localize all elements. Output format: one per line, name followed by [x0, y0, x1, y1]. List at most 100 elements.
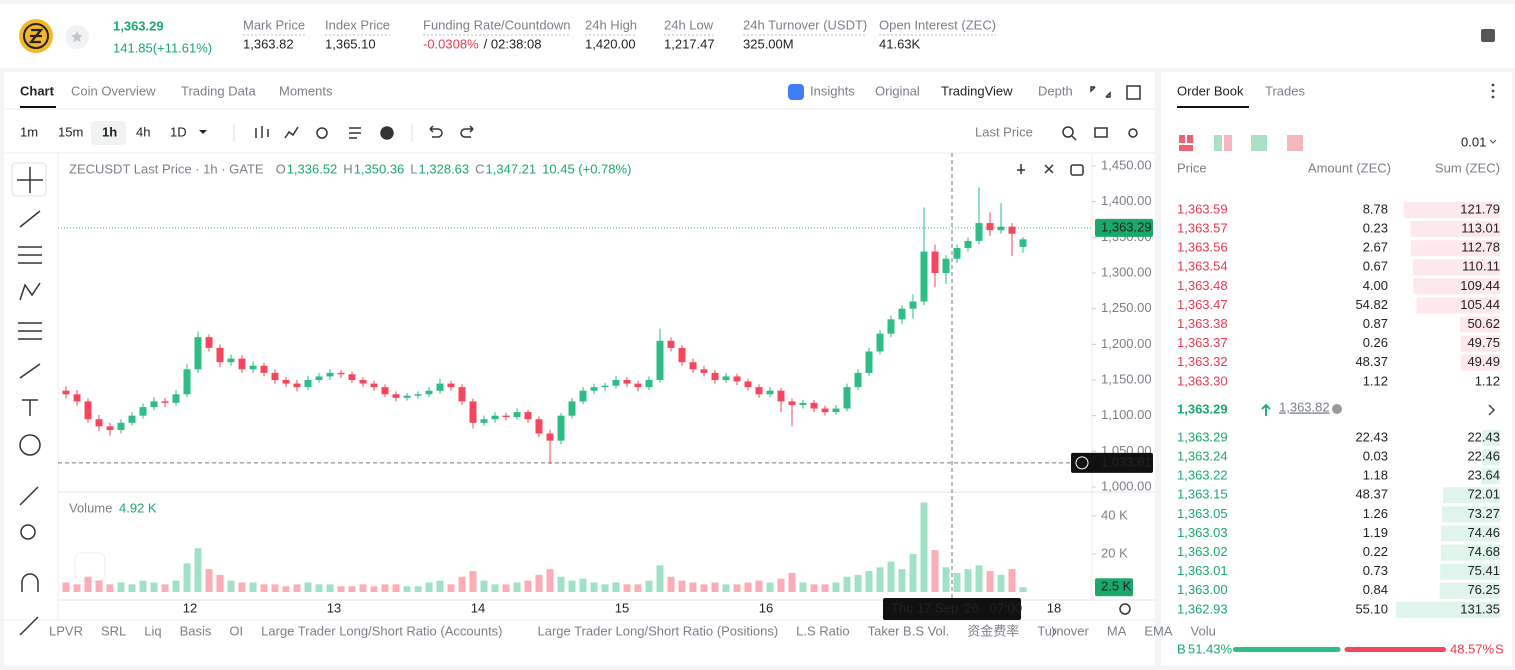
- add-alert[interactable]: [1075, 456, 1089, 470]
- volume-bar: [601, 584, 609, 592]
- legend-value: 1,328.63: [419, 161, 470, 176]
- book-price[interactable]: 1,363.29: [1177, 429, 1228, 444]
- indicator-tab[interactable]: Turnover: [1037, 623, 1089, 638]
- depth-bar: [1482, 430, 1500, 446]
- indicator-tab[interactable]: EMA: [1144, 623, 1173, 638]
- stat-value: 1,365.10: [325, 36, 376, 51]
- scroll-right[interactable]: [1051, 626, 1057, 638]
- column-header: Price: [1177, 160, 1207, 175]
- indicator-tab[interactable]: MA: [1107, 623, 1127, 638]
- indicator-tab[interactable]: LPVR: [49, 623, 83, 638]
- candle-body: [612, 380, 620, 386]
- book-price[interactable]: 1,363.59: [1177, 201, 1228, 216]
- interval[interactable]: 15m: [58, 124, 83, 139]
- indicator-tab[interactable]: Liq: [144, 623, 161, 638]
- candle-body: [865, 351, 873, 373]
- book-view-icon[interactable]: [1179, 135, 1193, 151]
- book-price[interactable]: 1,363.15: [1177, 487, 1228, 502]
- book-view-icon[interactable]: [1224, 135, 1232, 151]
- precision[interactable]: 0.01: [1461, 134, 1486, 149]
- candle-body: [326, 372, 334, 377]
- book-tab[interactable]: Order Book: [1177, 83, 1244, 98]
- interval[interactable]: 1D: [170, 124, 187, 139]
- price-change: 141.85(+11.61%): [113, 40, 212, 55]
- book-price[interactable]: 1,363.05: [1177, 506, 1228, 521]
- book-view-icon[interactable]: [1287, 135, 1303, 151]
- y-tick-label: 1,200.00: [1101, 336, 1152, 351]
- indicator-tab[interactable]: Volu: [1191, 623, 1216, 638]
- book-amount: 1.26: [1363, 506, 1388, 521]
- volume-bar: [139, 580, 147, 592]
- book-tab[interactable]: Trades: [1265, 83, 1305, 98]
- volume-bar: [348, 586, 356, 592]
- volume-bar: [326, 584, 334, 592]
- interval[interactable]: 4h: [136, 124, 150, 139]
- view-tab[interactable]: Depth: [1038, 83, 1073, 98]
- book-price[interactable]: 1,363.24: [1177, 449, 1228, 464]
- book-price[interactable]: 1,363.22: [1177, 468, 1228, 483]
- indicator-tab[interactable]: Large Trader Long/Short Ratio (Accounts): [261, 623, 502, 638]
- chart-tab[interactable]: Moments: [279, 83, 333, 98]
- book-price[interactable]: 1,363.01: [1177, 563, 1228, 578]
- view-tab[interactable]: TradingView: [941, 83, 1013, 98]
- indicator-tab[interactable]: Basis: [180, 623, 212, 638]
- price-source[interactable]: Last Price: [975, 124, 1033, 139]
- volume-bar: [128, 584, 136, 592]
- indicator-tab[interactable]: OI: [229, 623, 243, 638]
- book-price[interactable]: 1,363.37: [1177, 335, 1228, 350]
- view-tab[interactable]: Insights: [810, 83, 855, 98]
- book-view-icon[interactable]: [1251, 135, 1267, 151]
- book-price[interactable]: 1,363.32: [1177, 354, 1228, 369]
- book-amount: 2.67: [1363, 240, 1388, 255]
- book-amount: 0.03: [1363, 449, 1388, 464]
- book-price[interactable]: 1,363.48: [1177, 278, 1228, 293]
- indicator-tab[interactable]: SRL: [101, 623, 126, 638]
- toolbar-icons[interactable]: [17, 85, 1141, 636]
- book-price[interactable]: 1,363.38: [1177, 316, 1228, 331]
- interval[interactable]: 1h: [102, 124, 117, 139]
- book-price[interactable]: 1,363.02: [1177, 544, 1228, 559]
- notes-icon[interactable]: [1481, 29, 1495, 42]
- book-view-icon[interactable]: [1214, 135, 1222, 151]
- view-tab[interactable]: Original: [875, 83, 920, 98]
- book-amount: 0.23: [1363, 221, 1388, 236]
- candle-body: [95, 419, 103, 427]
- indicator-tab[interactable]: Taker B.S Vol.: [868, 623, 950, 638]
- book-price[interactable]: 1,363.57: [1177, 221, 1228, 236]
- book-price[interactable]: 1,363.47: [1177, 297, 1228, 312]
- more-dot[interactable]: [1491, 83, 1495, 87]
- book-price[interactable]: 1,363.54: [1177, 259, 1228, 274]
- interval[interactable]: 1m: [20, 124, 38, 139]
- chart-tab[interactable]: Coin Overview: [71, 83, 156, 98]
- candle-body: [678, 347, 686, 363]
- volume-bar: [964, 569, 972, 592]
- stat-label: Open Interest (ZEC): [879, 17, 996, 32]
- precision-arrow[interactable]: [1489, 139, 1497, 144]
- book-price[interactable]: 1,363.56: [1177, 240, 1228, 255]
- book-sum: 23.64: [1467, 468, 1500, 483]
- stat-value: 41.63K: [879, 36, 921, 51]
- tool-selected: [11, 162, 47, 197]
- candle-body: [524, 412, 532, 420]
- book-price[interactable]: 1,363.30: [1177, 373, 1228, 388]
- indicator-tab[interactable]: Large Trader Long/Short Ratio (Positions…: [538, 623, 779, 638]
- mid-arrow[interactable]: [1488, 404, 1496, 416]
- book-price[interactable]: 1,363.03: [1177, 525, 1228, 540]
- indicator-tab[interactable]: 资金费率: [967, 623, 1019, 638]
- volume-bar: [172, 580, 180, 592]
- chart-tab[interactable]: Chart: [20, 83, 55, 98]
- book-price[interactable]: 1,363.00: [1177, 582, 1228, 597]
- volume-bar: [513, 582, 521, 592]
- book-sum: 105.44: [1460, 297, 1500, 312]
- book-price[interactable]: 1,362.93: [1177, 601, 1228, 616]
- buy-bar: [1233, 647, 1341, 652]
- volume-tick-label: 20 K: [1101, 545, 1128, 560]
- dropdown-arrow[interactable]: [199, 130, 207, 134]
- chart-tab[interactable]: Trading Data: [181, 83, 256, 98]
- last-price: 1,363.29: [113, 18, 164, 33]
- volume-title: Volume: [69, 500, 112, 515]
- indicator-tab[interactable]: L.S Ratio: [796, 623, 849, 638]
- mid-price: 1,363.29: [1177, 401, 1228, 416]
